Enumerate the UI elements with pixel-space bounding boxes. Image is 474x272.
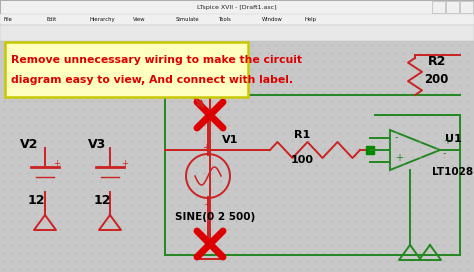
- Bar: [0, 14, 474, 25]
- Bar: [446, 1, 459, 13]
- Text: View: View: [133, 17, 146, 22]
- Bar: [0, 25, 474, 41]
- Text: R2: R2: [428, 55, 447, 68]
- Text: V2: V2: [20, 138, 38, 152]
- Text: V1: V1: [222, 135, 238, 145]
- Text: LTspice XVII - [Draft1.asc]: LTspice XVII - [Draft1.asc]: [197, 5, 277, 10]
- Text: V3: V3: [88, 138, 106, 152]
- Text: File: File: [4, 17, 13, 22]
- Text: +: +: [395, 153, 403, 163]
- Text: +: +: [202, 143, 210, 153]
- FancyBboxPatch shape: [5, 42, 248, 97]
- Text: Window: Window: [262, 17, 283, 22]
- Text: +: +: [121, 159, 128, 168]
- Text: +: +: [54, 159, 61, 168]
- Text: -: -: [443, 148, 447, 158]
- Text: -: -: [204, 199, 208, 209]
- Text: 12: 12: [28, 193, 46, 206]
- Text: SINE(0 2 500): SINE(0 2 500): [175, 212, 255, 222]
- Bar: [460, 1, 473, 13]
- Text: -: -: [395, 132, 399, 142]
- Text: Help: Help: [305, 17, 317, 22]
- Text: R1: R1: [294, 130, 310, 140]
- Text: Remove unnecessary wiring to make the circuit: Remove unnecessary wiring to make the ci…: [11, 55, 302, 65]
- Text: Hierarchy: Hierarchy: [90, 17, 116, 22]
- Text: 12: 12: [94, 193, 111, 206]
- Text: 100: 100: [291, 155, 313, 165]
- Bar: [0, 0, 474, 14]
- Text: diagram easy to view, And connect with label.: diagram easy to view, And connect with l…: [11, 75, 293, 85]
- Text: U1: U1: [445, 134, 462, 144]
- Text: 200: 200: [424, 73, 448, 86]
- Text: +: +: [443, 136, 451, 146]
- Text: Tools: Tools: [219, 17, 232, 22]
- Text: Edit: Edit: [47, 17, 57, 22]
- Text: Simulate: Simulate: [176, 17, 200, 22]
- Text: LT1028: LT1028: [432, 167, 473, 177]
- Bar: [432, 1, 445, 13]
